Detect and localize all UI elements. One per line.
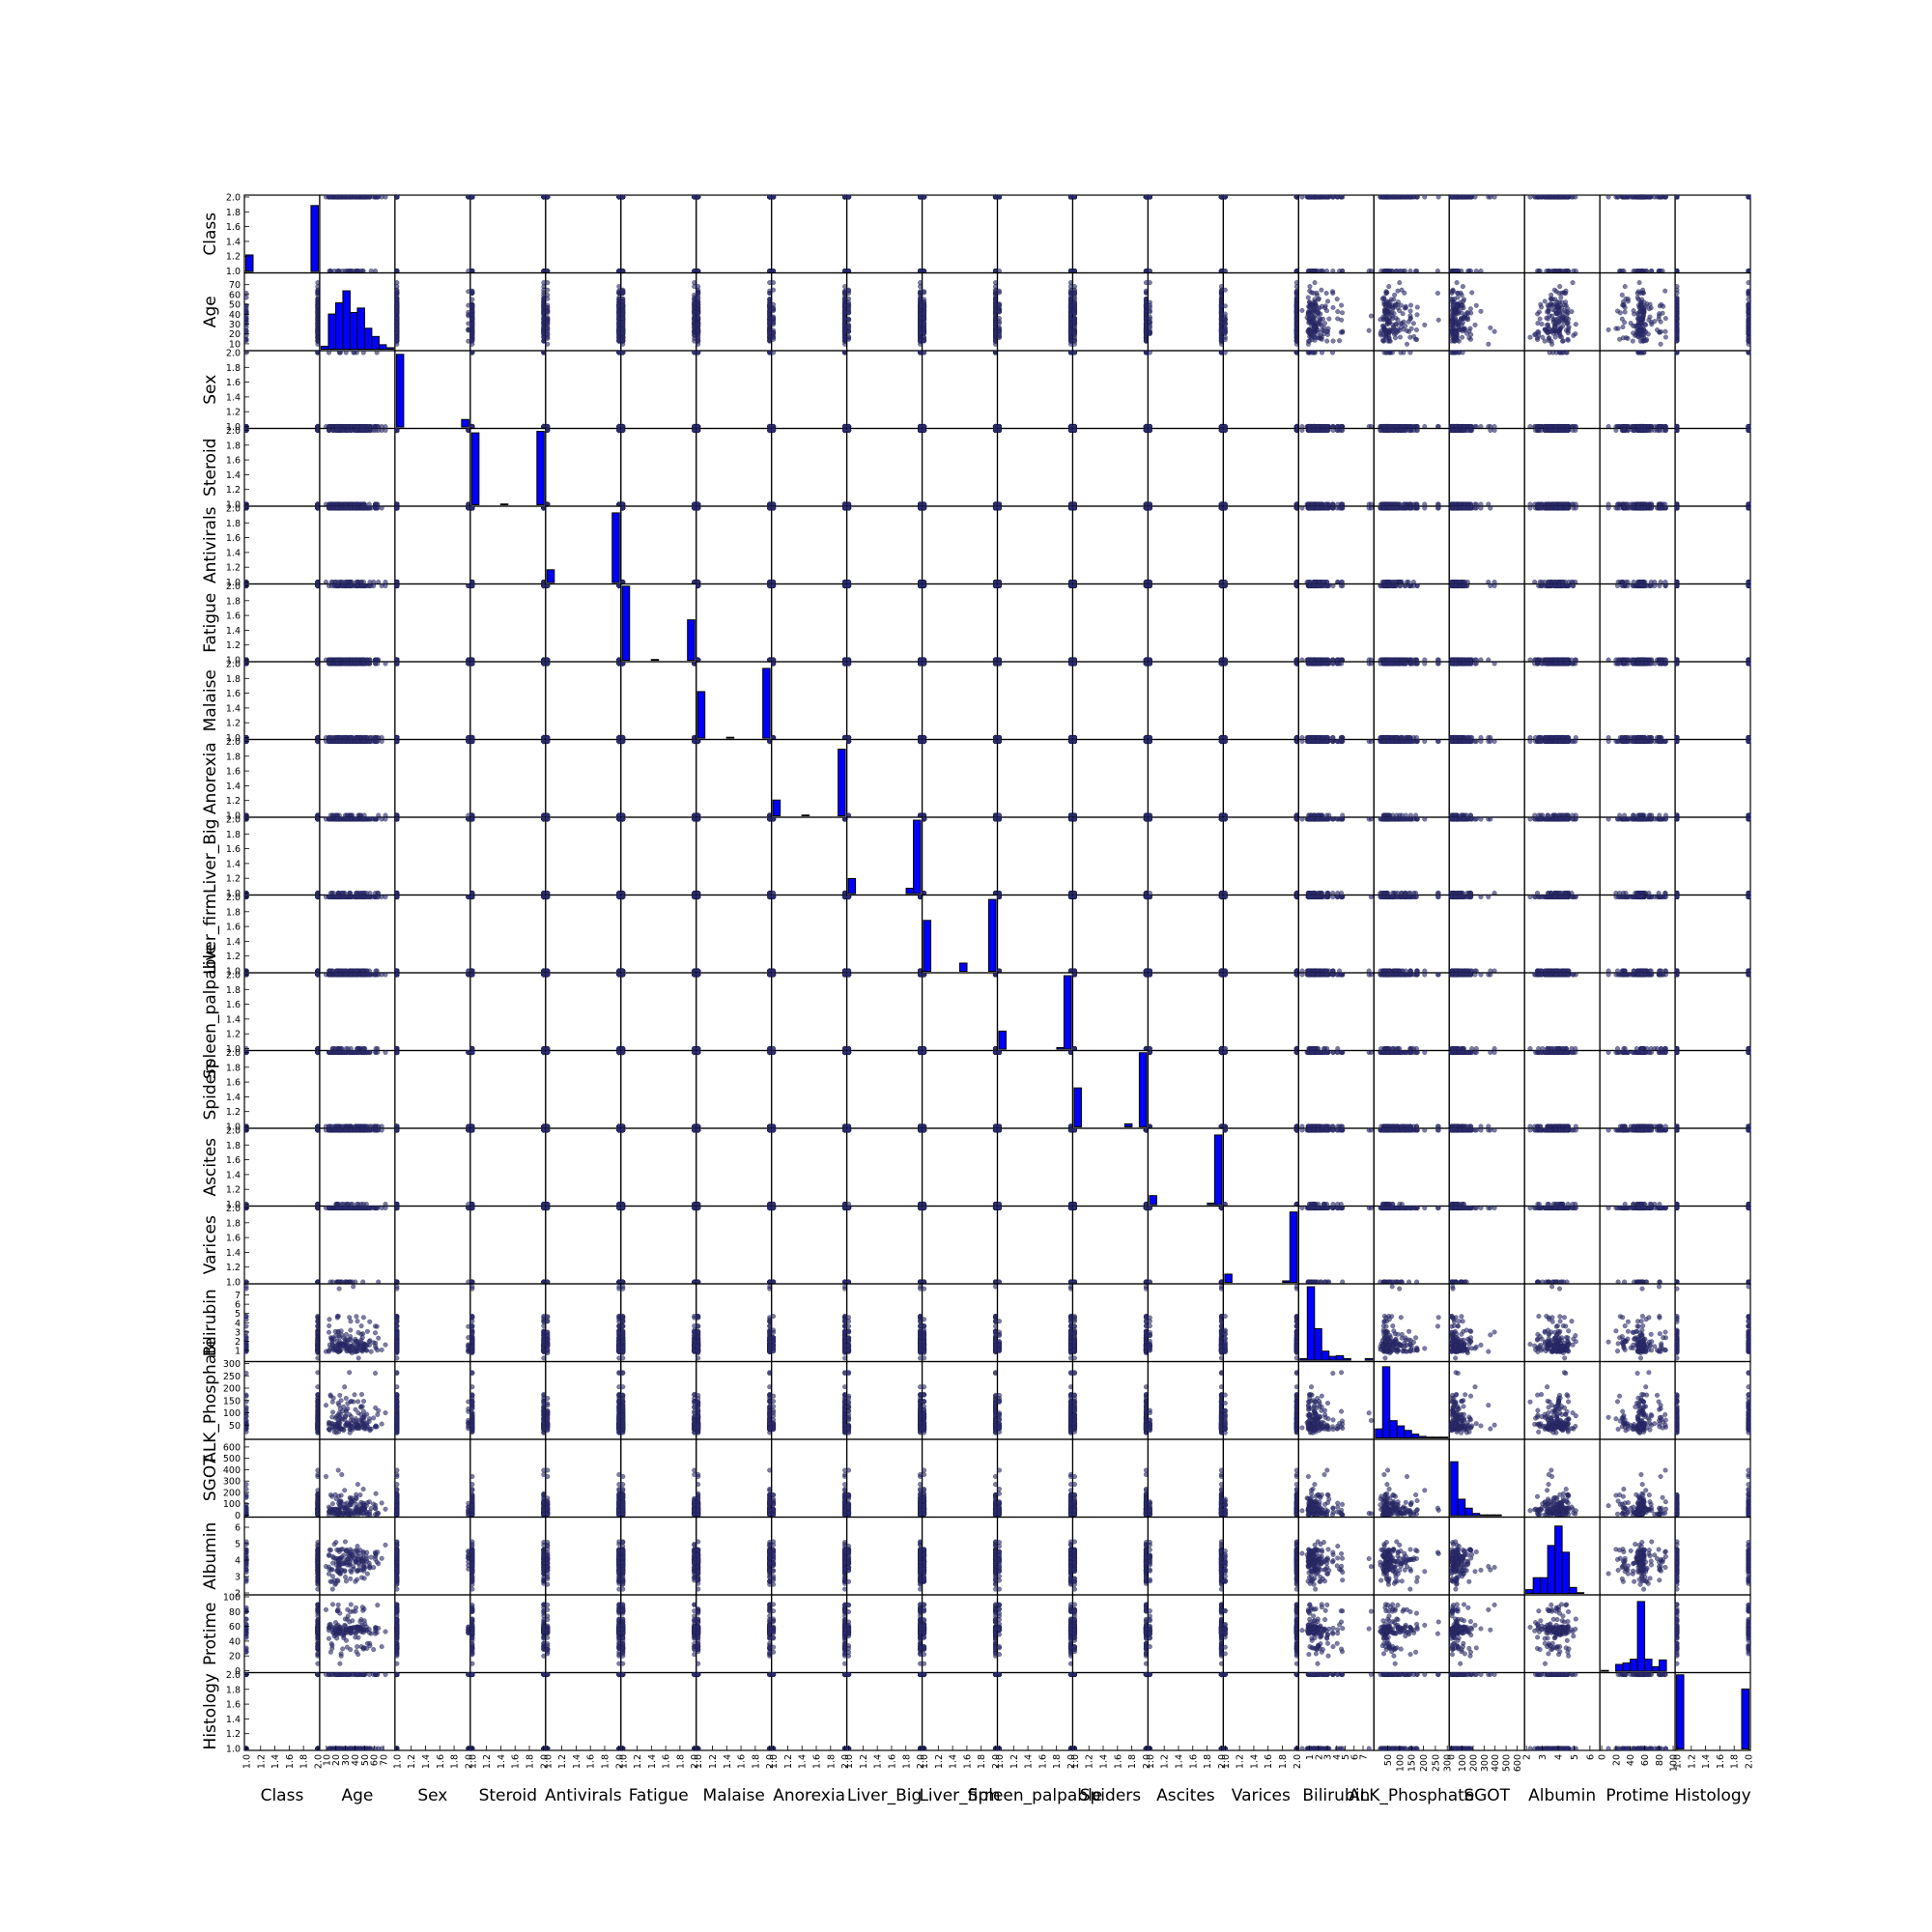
point [470, 195, 475, 200]
cell-frame [923, 195, 998, 273]
point [546, 195, 551, 200]
cell-class-vs-age [320, 195, 395, 273]
point [335, 195, 340, 200]
cell-class-vs-steroid [470, 195, 546, 273]
point [696, 195, 700, 200]
cell-class-vs-fatigue [621, 195, 697, 273]
cell-frame [696, 195, 772, 273]
point [376, 195, 381, 200]
cell-class-vs-antivirals [546, 195, 622, 273]
cell-class-vs-class [244, 195, 320, 273]
cell-frame [546, 195, 621, 273]
cell-class-vs-anorexia [771, 195, 847, 273]
cell-class-vs-liver-firm [922, 195, 997, 273]
hist-bar-class-0 [246, 255, 253, 271]
cell-frame [395, 195, 470, 273]
point [384, 195, 388, 200]
cell-frame [320, 195, 395, 273]
point [367, 195, 372, 200]
cell-frame [244, 195, 320, 273]
cell-frame [621, 195, 696, 273]
cell-frame [470, 195, 546, 273]
point [846, 195, 851, 200]
point [361, 195, 366, 200]
point [395, 195, 400, 200]
cell-frame [847, 195, 923, 273]
point [771, 195, 776, 200]
cell-class-vs-liver-big [846, 195, 923, 273]
cell-class-vs-sex [395, 195, 471, 273]
point [621, 195, 626, 200]
point [327, 195, 331, 200]
cell-frame [772, 195, 847, 273]
scatter-matrix-cells [244, 195, 1751, 1751]
hist-bar-class-9 [311, 206, 318, 271]
cell-class-vs-malaise [696, 195, 772, 273]
point [345, 195, 350, 200]
